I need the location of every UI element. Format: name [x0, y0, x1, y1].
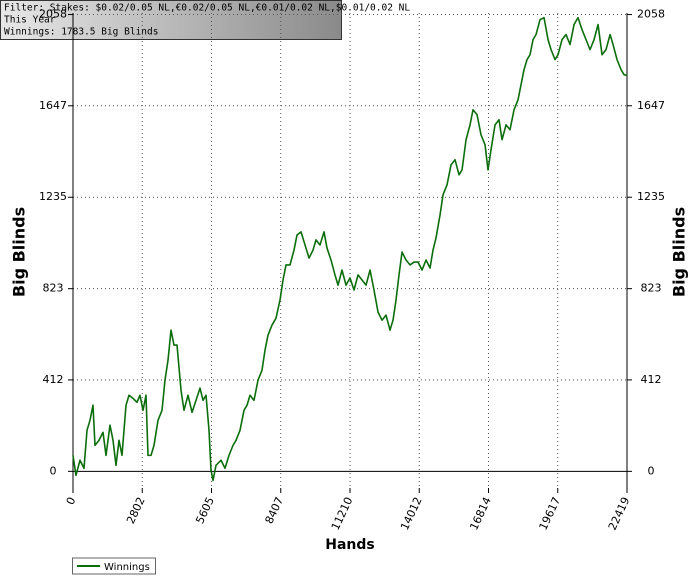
legend: Winnings — [72, 557, 156, 575]
legend-label: Winnings — [104, 562, 150, 573]
y2-tick-label: 2058 — [637, 8, 665, 21]
legend-box — [72, 557, 156, 575]
x-tick-label: 19617 — [537, 495, 564, 532]
y-tick-label: 412 — [43, 373, 64, 386]
info-box: Filter: Stakes: $0.02/0.05 NL,€0.02/0.05… — [0, 0, 410, 40]
y-tick-label: 1647 — [39, 99, 67, 112]
y2-tick-label: 1647 — [637, 99, 665, 112]
x-axis-label: Hands — [325, 537, 375, 553]
info-line: Filter: Stakes: $0.02/0.05 NL,€0.02/0.05… — [4, 3, 410, 14]
x-tick-label: 11210 — [329, 495, 356, 532]
x-tick-label: 0 — [64, 495, 79, 507]
y2-tick-label: 0 — [648, 464, 655, 477]
x-tick-label: 5605 — [193, 495, 217, 526]
y2-tick-label: 823 — [641, 282, 662, 295]
y2-axis-label: Big Blinds — [670, 207, 689, 297]
y2-tick-label: 1235 — [637, 190, 665, 203]
info-line: Winnings: 1783.5 Big Blinds — [4, 27, 158, 38]
y-tick-label: 0 — [50, 464, 57, 477]
info-box-bg — [0, 0, 342, 40]
y2-tick-label: 412 — [641, 373, 662, 386]
y-tick-label: 1235 — [39, 190, 67, 203]
y-tick-label: 823 — [43, 282, 64, 295]
x-tick-label: 14012 — [398, 495, 425, 532]
y-axis-label: Big Blinds — [10, 207, 29, 297]
x-tick-label: 2802 — [124, 495, 148, 526]
data-line — [72, 16, 628, 482]
info-line: This Year — [4, 15, 56, 26]
x-tick-label: 8407 — [263, 495, 287, 526]
x-tick-label: 16814 — [467, 495, 494, 532]
y-tick-label: 2058 — [39, 8, 67, 21]
x-tick-label: 22419 — [606, 495, 633, 532]
